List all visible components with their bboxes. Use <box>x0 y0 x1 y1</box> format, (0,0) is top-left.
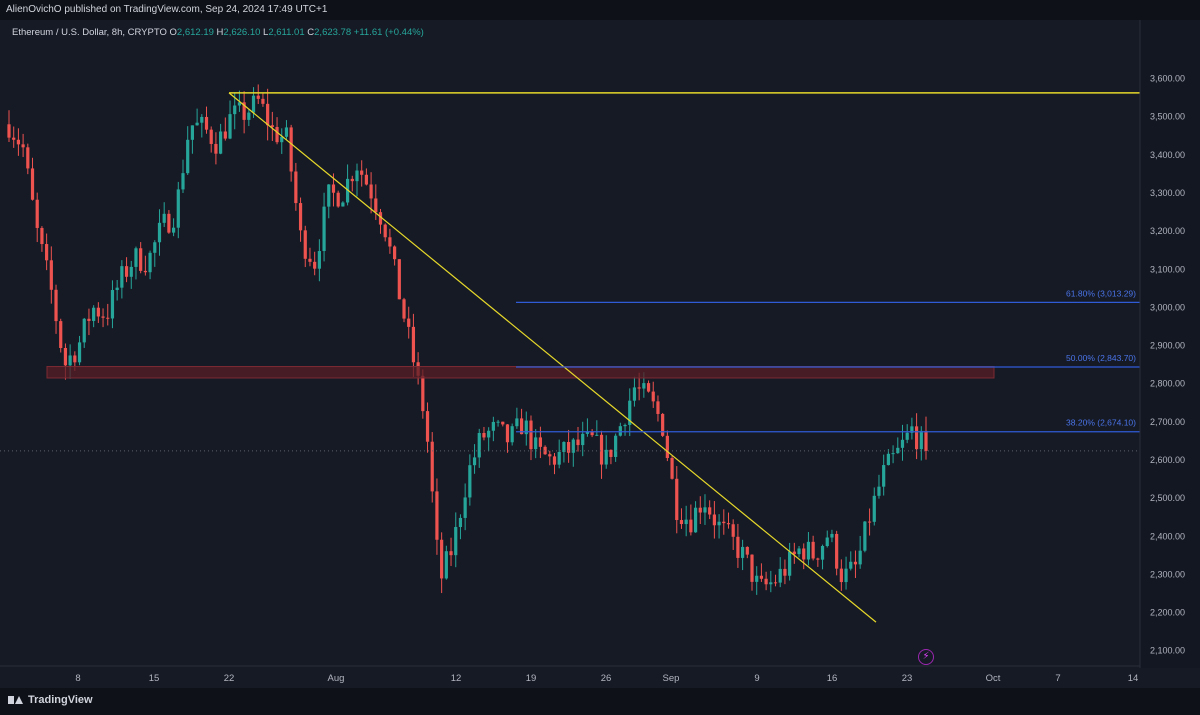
footer-bar <box>0 688 1200 715</box>
tradingview-logo-text: TradingView <box>28 694 93 706</box>
published-text: AlienOvichO published on TradingView.com… <box>6 4 328 15</box>
currency-button[interactable]: USD <box>1144 23 1188 43</box>
close-label: C <box>307 27 315 38</box>
high-value: 2,626.10 <box>223 27 261 38</box>
symbol-legend: Ethereum / U.S. Dollar, 8h, CRYPTO O2,61… <box>12 27 424 38</box>
tradingview-logo-icon <box>8 695 24 705</box>
high-label: H <box>216 27 224 38</box>
open-value: 2,612.19 <box>176 27 214 38</box>
open-label: O <box>169 27 177 38</box>
low-label: L <box>263 27 269 38</box>
publisher-bar: AlienOvichO published on TradingView.com… <box>0 0 1200 20</box>
lightning-icon[interactable]: ⚡ <box>918 649 934 665</box>
close-value: 2,623.78 <box>314 27 352 38</box>
tradingview-logo[interactable]: TradingView <box>8 694 93 706</box>
symbol-name: Ethereum / U.S. Dollar, 8h, CRYPTO <box>12 27 167 38</box>
chart-frame[interactable] <box>0 20 1200 688</box>
change-value: +11.61 (+0.44%) <box>353 27 424 38</box>
low-value: 2,611.01 <box>268 27 305 38</box>
